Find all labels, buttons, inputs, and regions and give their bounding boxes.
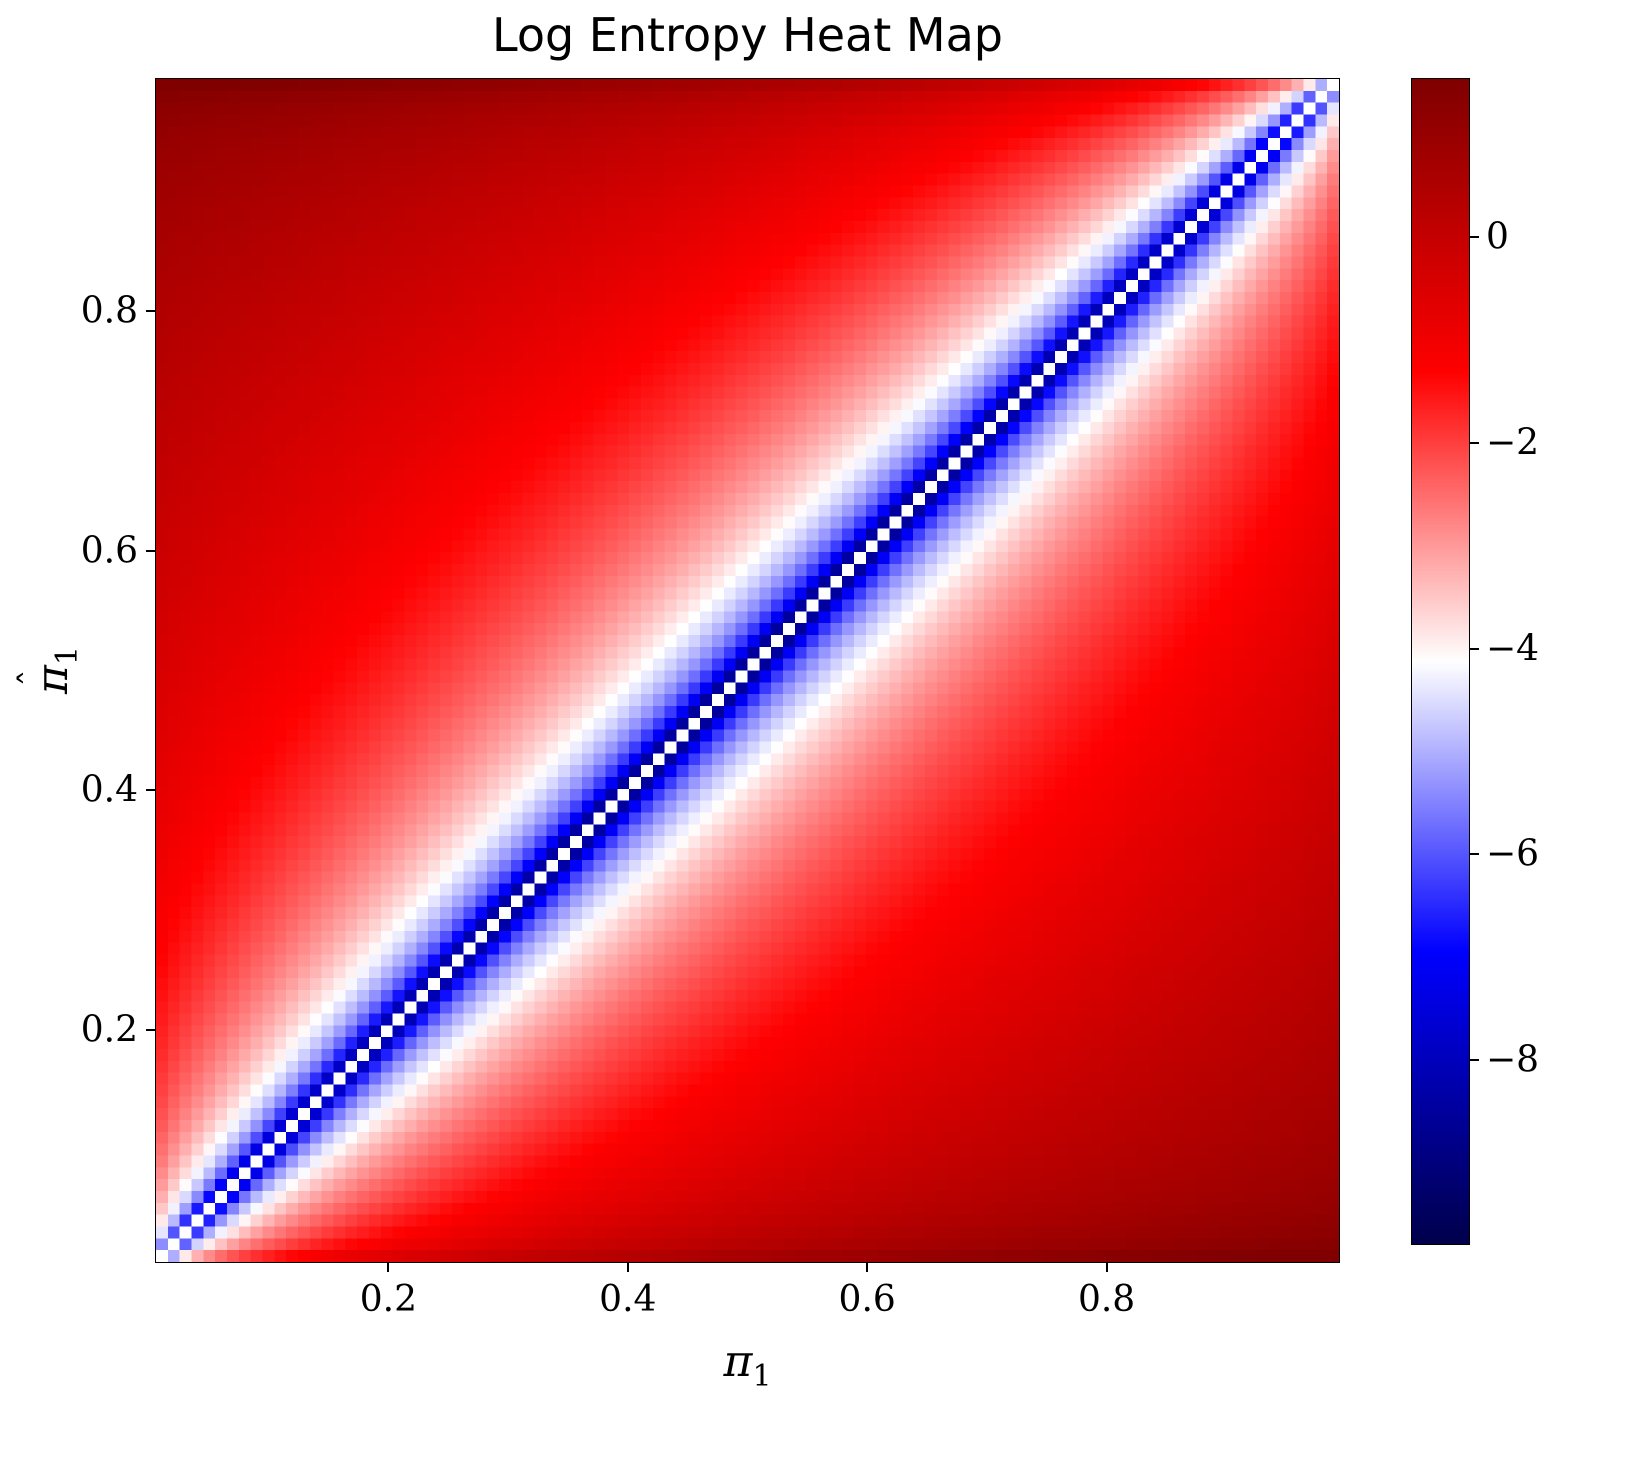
colorbar-tick-label: −8 [1486,1039,1540,1081]
x-tick-mark [387,1263,390,1272]
colorbar-tick-mark [1470,647,1479,650]
y-tick-mark [146,1028,155,1031]
y-tick-label: 0.2 [80,1009,138,1051]
y-axis-label-subscript: 1 [49,646,85,666]
colorbar-tick-label: −2 [1486,422,1540,464]
x-tick-label: 0.4 [599,1279,657,1320]
colorbar-tick-mark [1470,853,1479,856]
y-tick-label: 0.6 [80,530,138,572]
colorbar-tick-mark [1470,236,1479,239]
x-axis-label-subscript: 1 [752,1358,772,1394]
colorbar-canvas [1412,79,1469,1244]
pi-hat-symbol: ˆ π1 [13,646,85,694]
pi-symbol: π [723,1336,753,1387]
heatmap-plot-area [155,78,1340,1263]
x-tick-mark [866,1263,869,1272]
y-tick-label: 0.4 [80,769,138,811]
heatmap-canvas [156,79,1339,1262]
x-axis-label: π1 [155,1336,1340,1394]
y-tick-mark [146,549,155,552]
y-tick-label: 0.8 [80,290,138,332]
colorbar-tick-mark [1470,442,1479,444]
x-tick-mark [626,1263,629,1272]
x-tick-label: 0.8 [1077,1279,1136,1320]
hat-accent: ˆ [13,669,55,687]
colorbar [1411,78,1470,1245]
chart-title: Log Entropy Heat Map [492,8,1003,62]
x-tick-label: 0.2 [359,1279,418,1320]
y-tick-mark [146,789,155,792]
y-axis-label: ˆ π1 [11,620,101,720]
x-tick-mark [1105,1263,1108,1272]
y-tick-mark [146,310,155,313]
colorbar-tick-label: 0 [1486,216,1509,258]
x-tick-label: 0.6 [838,1279,896,1320]
colorbar-tick-mark [1470,1058,1479,1061]
colorbar-tick-label: −6 [1486,833,1540,875]
colorbar-tick-label: −4 [1486,628,1540,670]
